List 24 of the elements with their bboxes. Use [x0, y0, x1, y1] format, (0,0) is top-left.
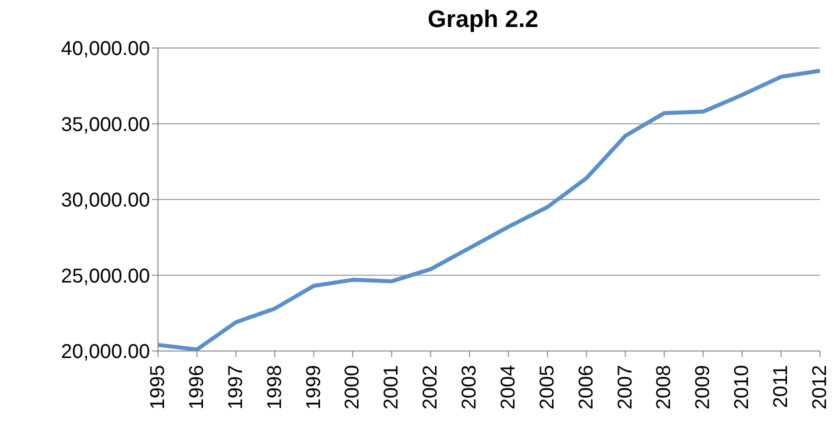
x-tick-label: 2009: [692, 365, 714, 410]
x-tick-label: 1997: [224, 365, 247, 410]
x-tick-label: 1996: [186, 365, 208, 410]
y-tick-label: 35,000.00: [61, 114, 150, 136]
y-tick-label: 40,000.00: [61, 38, 150, 60]
y-tick-label: 25,000.00: [61, 265, 150, 288]
chart-title: Graph 2.2: [426, 5, 540, 35]
x-tick-label: 2004: [497, 365, 520, 410]
x-tick-label: 1998: [264, 365, 286, 410]
x-tick-label: 2001: [380, 365, 403, 410]
x-tick-label: 2005: [536, 365, 558, 410]
x-tick-label: 2000: [342, 365, 364, 410]
x-tick-label: 2012: [809, 365, 831, 410]
x-tick-label: 2006: [575, 365, 598, 410]
y-tick-label: 30,000.00: [61, 190, 150, 212]
x-tick-label: 2011: [770, 365, 792, 408]
x-tick-label: 1999: [302, 365, 325, 410]
y-tick-label: 20,000.00: [61, 341, 150, 364]
x-tick-label: 2003: [458, 365, 481, 410]
x-tick-label: 2008: [653, 365, 676, 410]
x-tick-label: 2010: [731, 365, 754, 410]
x-tick-label: 1995: [147, 365, 169, 410]
x-tick-label: 2002: [420, 365, 442, 410]
x-tick-label: 2007: [614, 365, 636, 410]
